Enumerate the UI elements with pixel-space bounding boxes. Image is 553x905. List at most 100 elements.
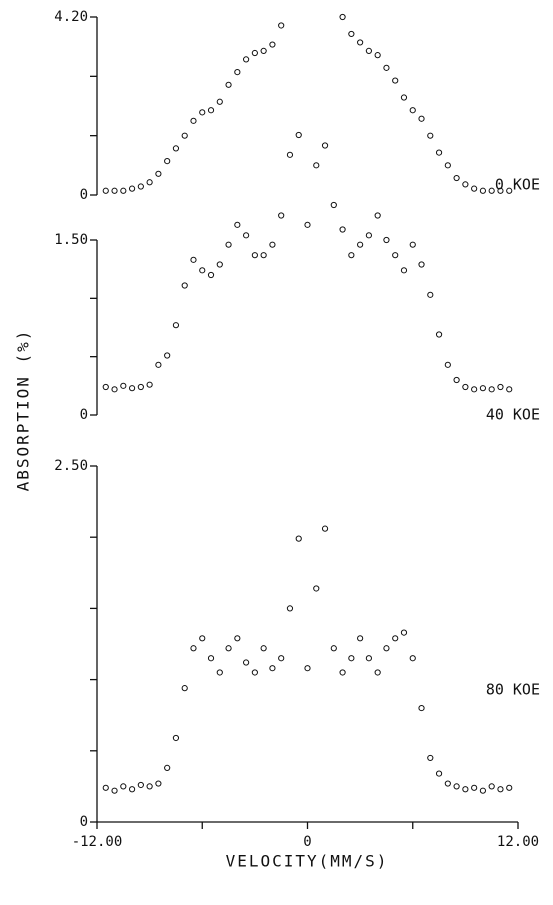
data-point (164, 764, 171, 771)
data-point (295, 535, 302, 542)
data-point (120, 783, 127, 790)
data-point (146, 179, 153, 186)
data-point (286, 151, 294, 158)
data-point (225, 645, 232, 652)
data-point (120, 382, 127, 389)
data-point (304, 665, 311, 672)
data-point (418, 261, 425, 268)
data-point (137, 781, 144, 789)
data-point (383, 236, 390, 244)
data-point (453, 376, 460, 384)
data-point (365, 47, 372, 55)
spectrum-label: 0 KOE (495, 176, 540, 194)
data-point (260, 47, 267, 55)
data-point (462, 383, 469, 391)
data-point (278, 22, 285, 29)
data-point (172, 734, 180, 742)
data-point (313, 162, 320, 169)
data-point (251, 669, 258, 676)
spectrum-label: 40 KOE (486, 406, 540, 424)
data-point (199, 109, 206, 116)
data-point (357, 241, 364, 248)
data-point (488, 783, 495, 790)
data-point (462, 786, 469, 793)
data-point (234, 635, 241, 642)
data-point (479, 187, 487, 194)
data-point (128, 786, 136, 793)
y-tick-label: 2.50 (54, 458, 88, 474)
y-axis-label: ABSORPTION (%) (14, 329, 33, 492)
data-point (111, 386, 118, 393)
data-point (348, 252, 355, 259)
data-point (462, 181, 469, 188)
data-point (400, 94, 408, 101)
data-point (190, 256, 197, 263)
data-point (155, 170, 162, 177)
data-point (506, 784, 513, 791)
data-point (374, 669, 381, 676)
data-point (278, 655, 285, 662)
data-point (488, 386, 495, 393)
data-point (190, 645, 197, 652)
y-tick-label: 1.50 (54, 232, 88, 248)
data-point (435, 331, 443, 338)
data-point (348, 655, 355, 662)
data-point (357, 635, 364, 642)
data-point (146, 783, 153, 790)
data-point (137, 183, 144, 190)
data-point (418, 115, 425, 122)
data-point (207, 271, 215, 279)
data-point (365, 655, 372, 662)
data-point (321, 525, 329, 532)
data-point (181, 282, 188, 289)
data-point (243, 232, 250, 239)
data-point (225, 81, 232, 88)
data-point (374, 52, 381, 59)
data-point (260, 645, 267, 652)
data-point (471, 386, 478, 393)
data-point (111, 187, 118, 194)
data-point (216, 669, 223, 676)
data-point (181, 685, 188, 692)
data-point (444, 162, 451, 169)
data-point (365, 232, 372, 239)
data-point (330, 645, 337, 652)
data-point (190, 117, 197, 124)
data-point (339, 669, 346, 676)
data-point (155, 361, 162, 368)
data-point (453, 174, 460, 182)
data-point (497, 786, 504, 793)
data-point (339, 13, 346, 21)
data-point (488, 187, 495, 194)
data-point (102, 784, 109, 791)
data-point (120, 187, 127, 194)
data-point (260, 252, 267, 259)
data-point (181, 132, 188, 139)
data-point (427, 132, 434, 139)
y-tick-label: 0 (80, 407, 88, 423)
data-point (374, 212, 381, 219)
data-point (497, 187, 504, 194)
data-point (427, 754, 434, 762)
data-point (155, 780, 162, 787)
data-point (269, 41, 276, 48)
data-point (172, 145, 180, 152)
x-axis-label: VELOCITY(MM/S) (226, 852, 389, 871)
data-point (207, 107, 215, 114)
data-point (295, 131, 302, 139)
data-point (225, 241, 232, 248)
data-point (392, 77, 399, 84)
data-point (435, 770, 443, 777)
x-tick-label: -12.00 (72, 834, 123, 850)
data-point (339, 226, 346, 233)
y-tick-label: 0 (80, 187, 88, 203)
data-point (392, 252, 399, 259)
y-tick-label: 0 (80, 814, 88, 830)
data-point (330, 201, 337, 209)
data-point (207, 655, 215, 662)
data-point (128, 185, 136, 192)
data-point (409, 655, 416, 662)
data-point (383, 645, 390, 652)
